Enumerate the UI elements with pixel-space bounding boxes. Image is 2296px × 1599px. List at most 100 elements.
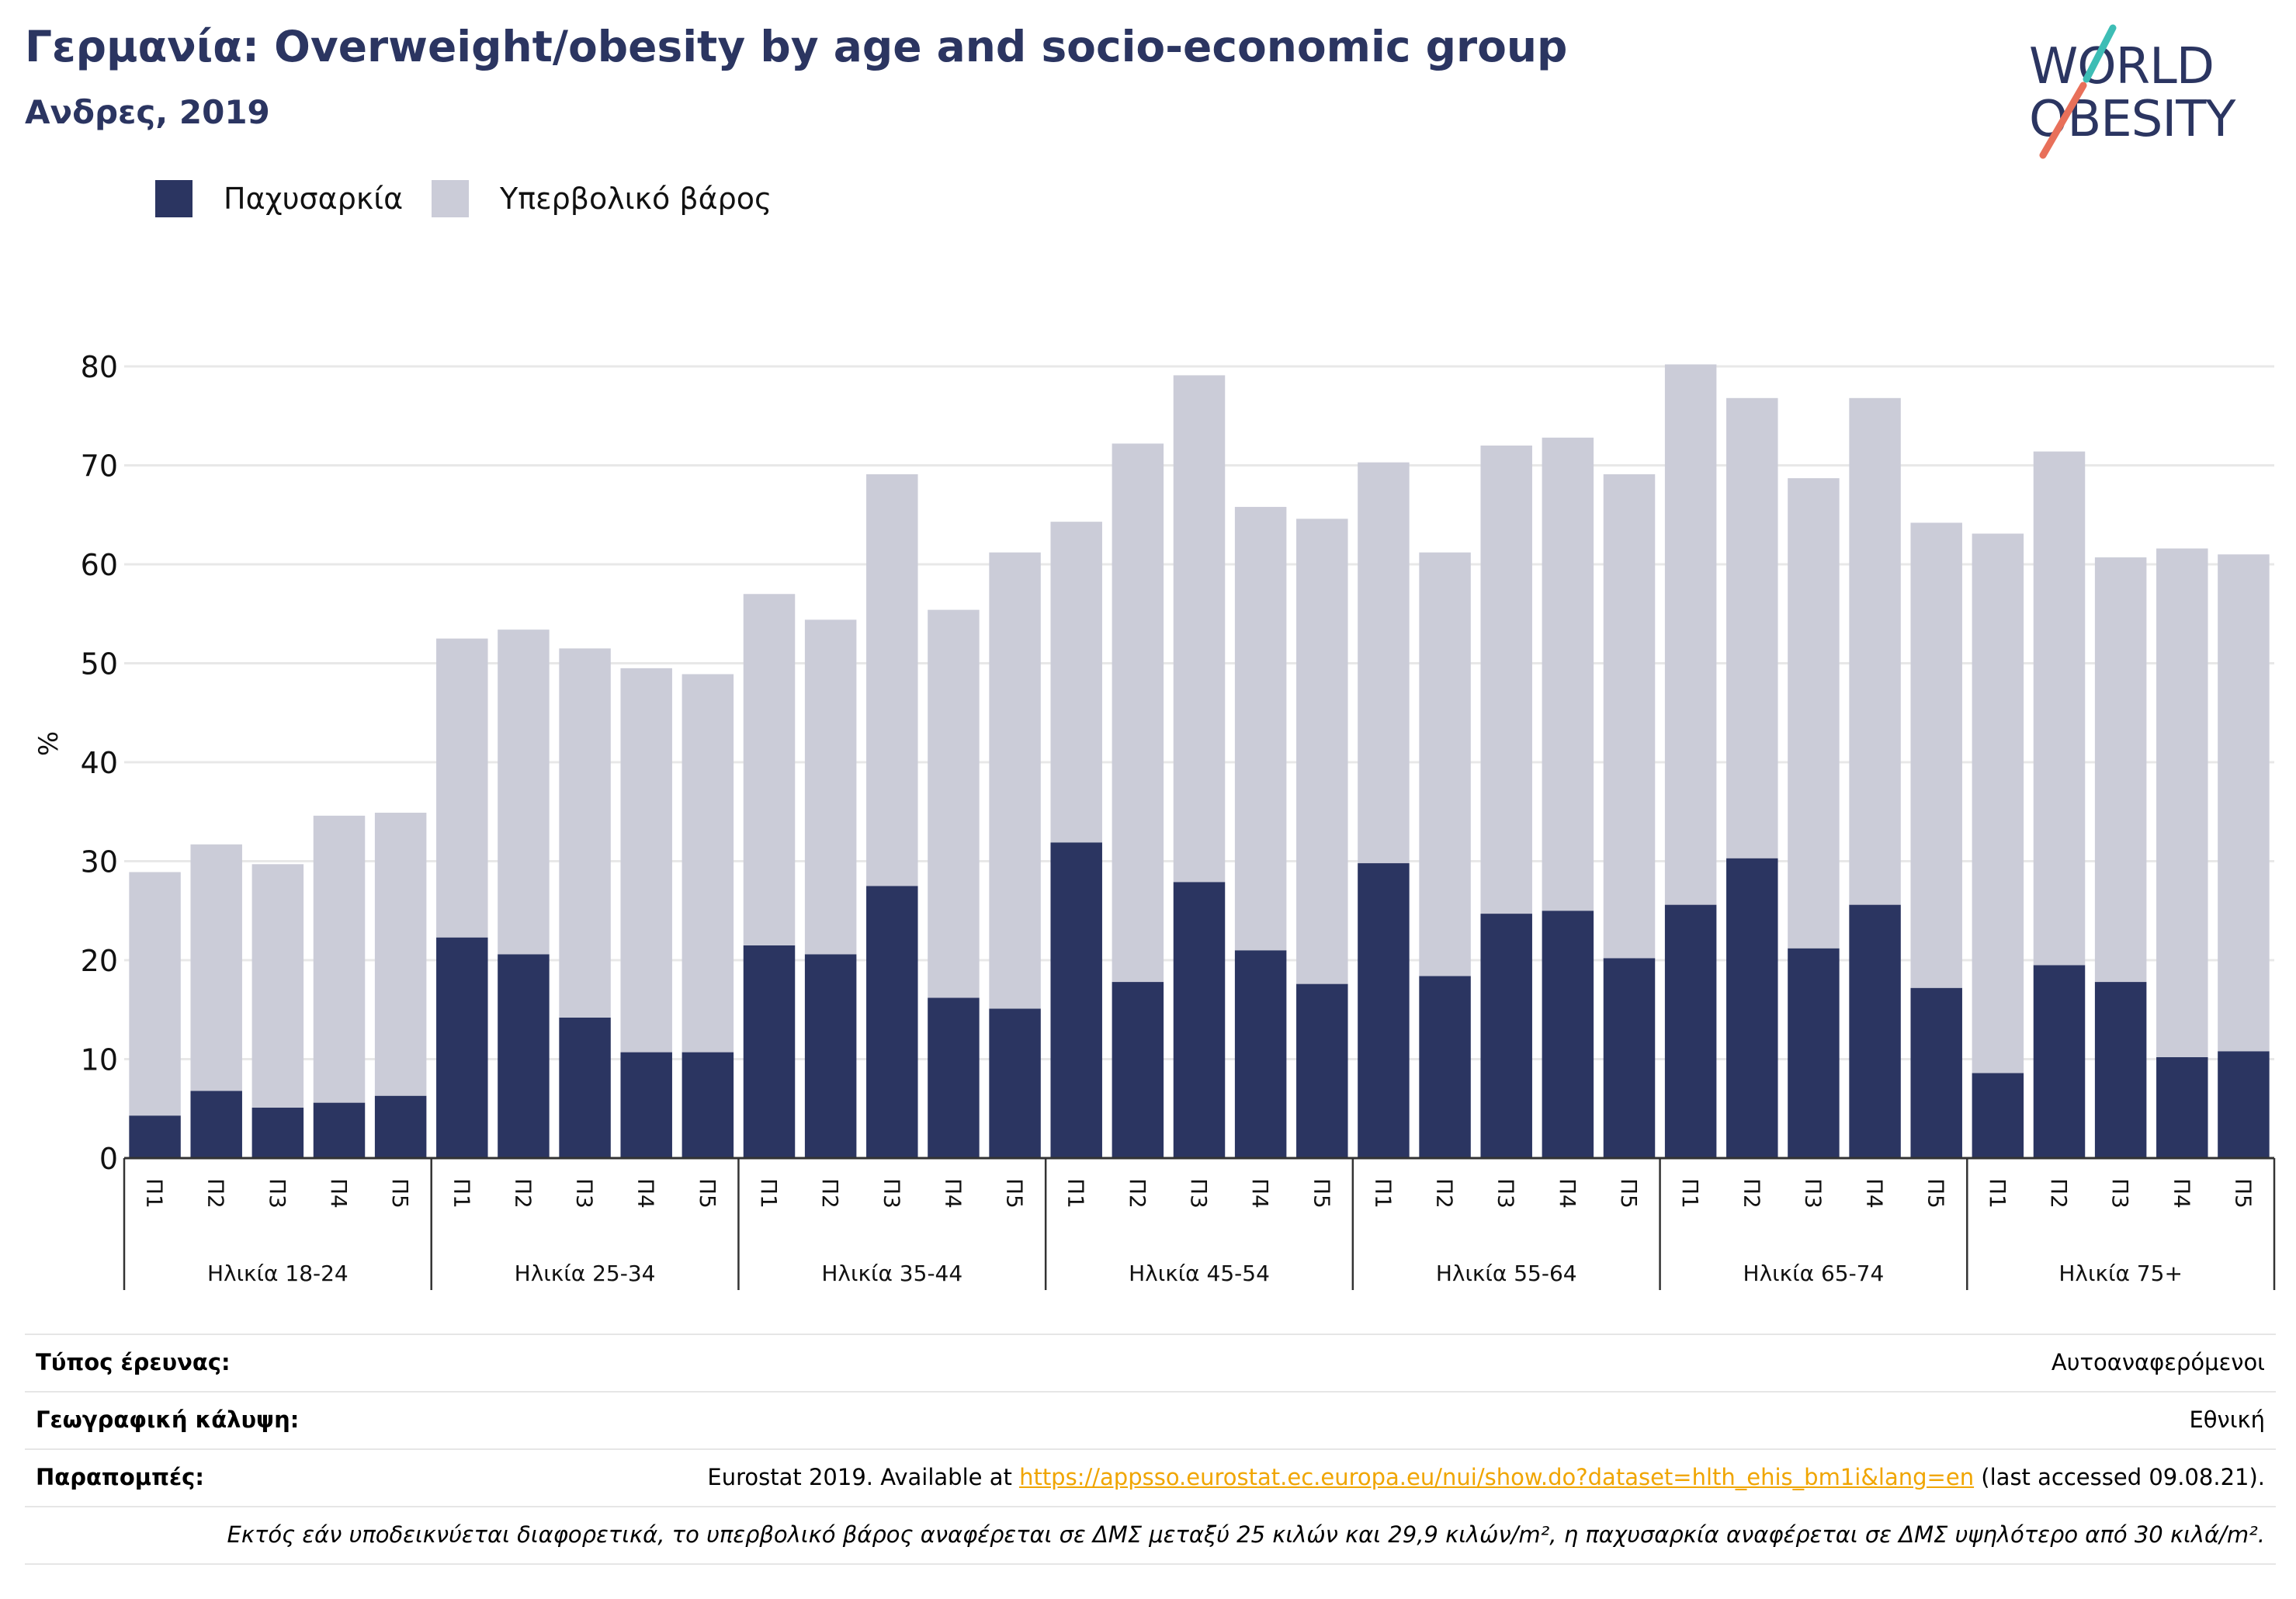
bar-overweight xyxy=(2218,554,2270,1052)
bar-overweight xyxy=(1480,446,1532,914)
bar-obesity xyxy=(2218,1051,2270,1158)
bar-overweight xyxy=(1234,507,1287,951)
x-tick-label: Π3 xyxy=(1186,1178,1212,1209)
bar-obesity xyxy=(1603,958,1656,1158)
bar-obesity xyxy=(1112,982,1164,1158)
bar-obesity xyxy=(190,1091,242,1158)
bar-obesity xyxy=(1480,914,1532,1158)
world-obesity-logo: WORLD OBESITY xyxy=(2026,23,2282,163)
x-tick-label: Π1 xyxy=(1063,1178,1089,1209)
footer-row-coverage: Γεωγραφική κάλυψη: Εθνική xyxy=(25,1391,2276,1448)
x-tick-label: Π2 xyxy=(1739,1178,1764,1209)
bar-obesity xyxy=(928,997,980,1158)
bar-obesity xyxy=(1419,976,1471,1158)
definition-note: Εκτός εάν υποδεικνύεται διαφορετικά, το … xyxy=(227,1521,2266,1548)
bar-overweight xyxy=(1603,473,1656,959)
x-tick-label: Π4 xyxy=(940,1178,966,1209)
x-tick-label: Π4 xyxy=(633,1178,659,1209)
age-group-label: Ηλικία 75+ xyxy=(2058,1261,2183,1286)
bar-obesity xyxy=(866,886,918,1158)
y-tick-label: 0 xyxy=(99,1142,118,1176)
age-group-label: Ηλικία 45-54 xyxy=(1129,1261,1270,1286)
x-tick-label: Π4 xyxy=(2169,1178,2194,1209)
bar-obesity xyxy=(2094,982,2147,1158)
bar-overweight xyxy=(804,619,857,955)
x-tick-label: Π3 xyxy=(2107,1178,2133,1209)
x-tick-label: Π5 xyxy=(1309,1178,1334,1209)
bar-overweight xyxy=(682,674,734,1053)
x-tick-label: Π5 xyxy=(1002,1178,1028,1209)
references-prefix: Eurostat 2019. Available at xyxy=(707,1464,1020,1490)
x-tick-label: Π1 xyxy=(449,1178,474,1209)
footer-row-note: Εκτός εάν υποδεικνύεται διαφορετικά, το … xyxy=(25,1506,2276,1565)
bar-overweight xyxy=(313,815,366,1103)
references-suffix: (last accessed 09.08.21). xyxy=(1974,1464,2265,1490)
x-tick-label: Π2 xyxy=(510,1178,536,1209)
bar-overweight xyxy=(1296,519,1348,984)
footer-row-survey: Τύπος έρευνας: Αυτοαναφερόμενοι xyxy=(25,1334,2276,1391)
bar-obesity xyxy=(1788,948,1840,1158)
bar-obesity xyxy=(1664,904,1717,1158)
bar-overweight xyxy=(129,872,181,1116)
x-tick-label: Π3 xyxy=(1800,1178,1826,1209)
logo-line-1: WORLD xyxy=(2029,38,2214,95)
x-tick-label: Π5 xyxy=(2230,1178,2256,1209)
bar-obesity xyxy=(1173,882,1226,1158)
bar-overweight xyxy=(620,668,672,1053)
bar-overweight xyxy=(1050,522,1102,843)
age-group-label: Ηλικία 65-74 xyxy=(1743,1261,1885,1286)
bar-obesity xyxy=(374,1095,427,1158)
bar-obesity xyxy=(313,1102,366,1158)
bar-overweight xyxy=(2094,557,2147,983)
chart-title: Γερμανία: Overweight/obesity by age and … xyxy=(25,22,1568,71)
x-tick-label: Π2 xyxy=(203,1178,229,1209)
references-link[interactable]: https://appsso.eurostat.ec.europa.eu/nui… xyxy=(1019,1464,1975,1490)
bar-obesity xyxy=(804,954,857,1158)
y-tick-label: 30 xyxy=(81,845,118,879)
bar-overweight xyxy=(2033,451,2086,966)
x-tick-label: Π4 xyxy=(1862,1178,1888,1209)
survey-type-label: Τύπος έρευνας: xyxy=(36,1349,231,1375)
x-tick-label: Π2 xyxy=(817,1178,843,1209)
x-tick-label: Π1 xyxy=(1985,1178,2010,1209)
bar-obesity xyxy=(1234,950,1287,1158)
y-axis-label: % xyxy=(33,731,64,756)
x-tick-label: Π3 xyxy=(1493,1178,1519,1209)
bar-obesity xyxy=(1849,904,1901,1158)
bar-overweight xyxy=(1173,375,1226,883)
bar-obesity xyxy=(251,1107,304,1158)
legend-swatch-overweight xyxy=(432,180,469,217)
bar-obesity xyxy=(498,954,550,1158)
bar-overweight xyxy=(743,594,796,945)
age-group-label: Ηλικία 25-34 xyxy=(515,1261,656,1286)
coverage-value: Εθνική xyxy=(2189,1406,2265,1433)
coverage-label: Γεωγραφική κάλυψη: xyxy=(36,1406,300,1433)
x-tick-label: Π5 xyxy=(1923,1178,1949,1209)
survey-type-value: Αυτοαναφερόμενοι xyxy=(2051,1349,2265,1375)
bar-overweight xyxy=(2156,548,2208,1057)
bar-overweight xyxy=(866,473,918,886)
bar-obesity xyxy=(743,945,796,1158)
bar-overweight xyxy=(1358,462,1410,864)
bar-obesity xyxy=(2033,965,2086,1158)
age-group-label: Ηλικία 55-64 xyxy=(1436,1261,1577,1286)
x-tick-label: Π2 xyxy=(1125,1178,1150,1209)
bar-obesity xyxy=(620,1052,672,1158)
bar-obesity xyxy=(559,1017,611,1158)
bar-obesity xyxy=(1726,858,1778,1158)
y-tick-label: 70 xyxy=(81,449,118,484)
bar-overweight xyxy=(1972,533,2024,1074)
bar-obesity xyxy=(1050,842,1102,1158)
x-tick-label: Π5 xyxy=(387,1178,413,1209)
bar-overweight xyxy=(1910,522,1962,988)
y-tick-label: 60 xyxy=(81,548,118,582)
y-tick-label: 80 xyxy=(81,350,118,384)
y-tick-label: 20 xyxy=(81,944,118,978)
bar-overweight xyxy=(1726,397,1778,858)
bar-overweight xyxy=(1419,552,1471,976)
chart-subtitle: Ανδρες, 2019 xyxy=(25,93,270,131)
bar-obesity xyxy=(1296,983,1348,1158)
bar-overweight xyxy=(498,630,550,955)
bar-obesity xyxy=(1910,987,1962,1158)
stacked-bar-chart: 0 10 20 30 40 50 60 70 80% Π1 Π2 Π3 Π4 Π5 Ηλικία 18-24… xyxy=(33,350,2276,1290)
